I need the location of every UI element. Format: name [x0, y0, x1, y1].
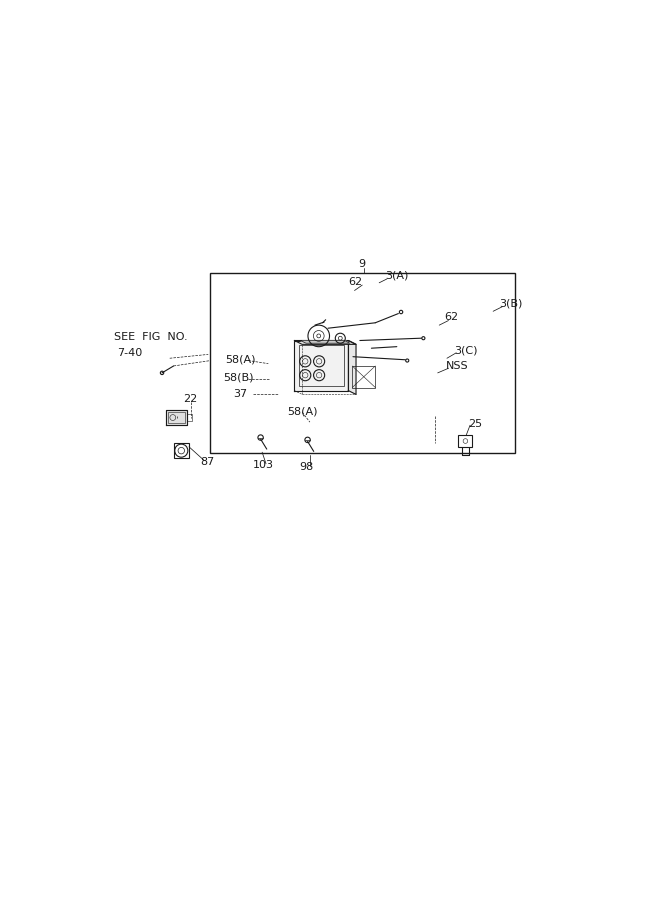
Bar: [174, 444, 189, 458]
Text: 58(A): 58(A): [287, 407, 317, 417]
Bar: [299, 346, 344, 386]
Text: 22: 22: [183, 394, 198, 404]
Text: 3(C): 3(C): [455, 346, 478, 356]
Polygon shape: [301, 340, 350, 343]
Text: 62: 62: [348, 277, 362, 287]
Text: SEE  FIG  NO.: SEE FIG NO.: [114, 332, 188, 343]
Text: 98: 98: [299, 462, 313, 472]
Polygon shape: [348, 340, 356, 394]
Text: 58(A): 58(A): [225, 354, 255, 364]
Bar: [352, 366, 376, 388]
Text: 25: 25: [468, 418, 483, 428]
Text: 9: 9: [358, 258, 366, 268]
Text: 3(B): 3(B): [500, 299, 523, 309]
Polygon shape: [295, 340, 356, 345]
Text: 62: 62: [444, 312, 458, 322]
Bar: [168, 412, 185, 423]
Bar: [458, 436, 472, 446]
Polygon shape: [166, 410, 187, 425]
Bar: [187, 414, 192, 421]
Text: 87: 87: [201, 457, 215, 467]
Text: 3(A): 3(A): [386, 271, 409, 281]
Text: 7-40: 7-40: [117, 348, 143, 358]
Bar: [210, 273, 516, 453]
Text: 58(B): 58(B): [223, 373, 254, 382]
Polygon shape: [295, 340, 348, 391]
Text: 103: 103: [253, 460, 274, 471]
Text: NSS: NSS: [446, 361, 468, 371]
Text: 37: 37: [233, 390, 247, 400]
